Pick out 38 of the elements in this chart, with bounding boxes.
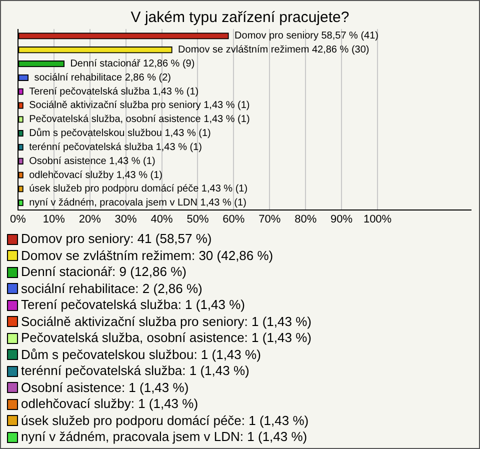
text: Domov pro seniory: 41 (58,57 %) (21, 231, 212, 248)
x-tick-label: 40% (150, 213, 173, 226)
category-label: Dům s pečovatelskou službou 1,43 % (1) (29, 128, 211, 140)
text: Denní stacionář: 9 (12,86 %) (21, 264, 186, 280)
text: úsek služeb pro podporu domácí péče: 1 (1,43 %) (21, 412, 309, 429)
category-label: Domov pro seniory 58,57 % (41) (234, 30, 379, 42)
text: odlehčovací služby: 1 (1,43 %) (21, 396, 198, 412)
category-label: odlehčovací služby 1,43 % (1) (29, 170, 162, 181)
category-label: Sociálně aktivizační služba pro seniory 1,43 % (1) (29, 100, 250, 112)
chart-title: V jakém typu zařízení pracujete? (130, 9, 350, 28)
text: Sociálně aktivizační služba pro seniory: 1 (1,43 %) (21, 314, 312, 330)
category-label: Pečovatelská služba, osobní asistence 1,43 % (1) (29, 114, 250, 126)
x-tick-label: 20% (78, 213, 102, 226)
category-label: Osobní asistence 1,43 % (1) (29, 156, 156, 167)
x-tick-label: 0% (10, 213, 26, 226)
x-tick-label: 30% (114, 213, 138, 226)
text: Osobní asistence: 1 (1,43 %) (21, 380, 189, 396)
text: terénní pečovatelská služba: 1 (1,43 %) (21, 363, 250, 380)
x-tick-label: 70% (258, 213, 281, 226)
text: Terení pečovatelská služba: 1 (1,43 %) (21, 297, 246, 314)
category-label: nyní v žádném, pracovala jsem v LDN 1,43 % (1) (29, 198, 246, 209)
x-tick-label: 10% (42, 213, 66, 226)
text: sociální rehabilitace: 2 (2,86 %) (21, 280, 202, 297)
text: Domov se zvláštním režimem: 30 (42,86 %) (21, 248, 274, 264)
category-label: terénní pečovatelská služba 1,43 % (1) (29, 142, 202, 153)
x-tick-label: 100% (363, 213, 392, 226)
x-tick-label: 80% (294, 213, 317, 226)
category-label: Domov se zvláštním režimem 42,86 % (30) (178, 44, 370, 56)
category-label: Denní stacionář 12,86 % (9) (70, 58, 195, 70)
text: nyní v žádném, pracovala jsem v LDN: 1 (1,43 %) (21, 429, 308, 446)
text: Pečovatelská služba, osobní asistence: 1 (1,43 %) (21, 330, 312, 346)
x-tick-label: 60% (222, 213, 245, 226)
text: Dům s pečovatelskou službou: 1 (1,43 %) (21, 346, 261, 363)
category-label: sociální rehabilitace 2,86 % (2) (34, 72, 171, 84)
category-label: úsek služeb pro podporu domácí péče 1,43 % (1) (29, 184, 248, 195)
category-label: Terení pečovatelská služba 1,43 % (1) (29, 86, 199, 98)
x-tick-label: 90% (330, 213, 353, 226)
x-tick-label: 50% (186, 213, 209, 226)
